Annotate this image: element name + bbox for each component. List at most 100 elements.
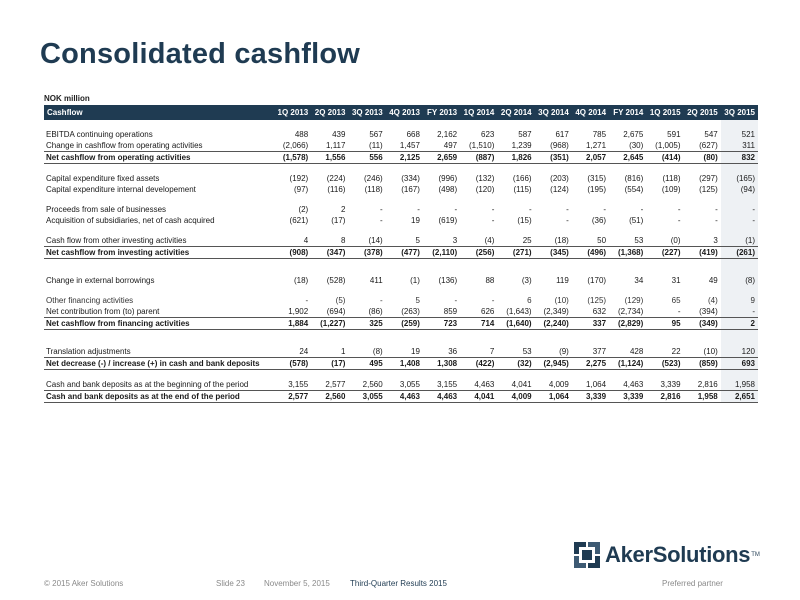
table-row-label: Net contribution from (to) parent — [46, 307, 160, 316]
table-cell: (132) — [475, 174, 495, 183]
table-cell: 377 — [592, 347, 607, 356]
row-spacer — [497, 286, 534, 295]
table-cell: 1,556 — [311, 151, 349, 164]
row-spacer — [609, 370, 646, 379]
table-cell: 521 — [720, 129, 758, 140]
table-cell: 119 — [556, 276, 569, 285]
table-cell: 8 — [341, 236, 346, 245]
row-spacer — [684, 370, 721, 379]
table-cell: 3,339 — [660, 380, 681, 389]
table-cell: (17) — [311, 357, 349, 370]
table-cell: 1,408 — [385, 357, 423, 370]
table-cell: (118) — [364, 185, 383, 194]
footer-tagline: Preferred partner — [662, 579, 723, 588]
table-cell: 2,645 — [609, 151, 647, 164]
table-cell: (2) — [298, 205, 309, 214]
table-cell: 1,064 — [586, 380, 607, 389]
row-spacer — [609, 226, 646, 235]
table-cell: (4) — [707, 296, 718, 305]
table-cell: (523) — [646, 357, 684, 370]
row-spacer — [684, 164, 721, 173]
table-cell: (4) — [484, 236, 495, 245]
table-cell: (17) — [331, 216, 346, 225]
row-spacer — [609, 195, 646, 204]
table-cell: 4 — [303, 236, 309, 245]
table-cell: 1,826 — [497, 151, 535, 164]
row-spacer — [497, 259, 534, 275]
table-cell: (129) — [624, 296, 644, 305]
table-cell: 859 — [443, 307, 458, 316]
table-cell: (345) — [534, 246, 572, 259]
table-cell: 2 — [341, 205, 346, 214]
table-cell: - — [566, 216, 569, 225]
table-cell: 19 — [411, 216, 420, 225]
row-spacer — [386, 259, 423, 275]
row-spacer — [720, 370, 758, 379]
table-header-cell: FY 2014 — [609, 105, 647, 120]
table-cell: 53 — [634, 236, 644, 245]
row-spacer — [460, 164, 497, 173]
table-cell: 723 — [422, 317, 461, 330]
table-cell: (2,734) — [617, 307, 644, 316]
row-spacer — [572, 226, 609, 235]
footer-presentation-title: Third-Quarter Results 2015 — [350, 579, 447, 588]
table-cell: (908) — [274, 246, 312, 259]
table-cell: (2,110) — [422, 246, 461, 259]
table-cell: 19 — [411, 347, 420, 356]
row-spacer — [497, 370, 534, 379]
table-cell: (116) — [327, 185, 346, 194]
row-spacer — [720, 164, 758, 173]
table-cell: 311 — [720, 140, 758, 151]
table-cell: (192) — [289, 174, 309, 183]
table-cell: 5 — [415, 236, 420, 245]
row-spacer — [535, 330, 572, 346]
table-header-cell: 1Q 2015 — [646, 105, 684, 120]
table-cell: (263) — [401, 307, 420, 316]
logo-trademark: TM — [751, 552, 760, 558]
table-cell: 1,958 — [683, 390, 721, 403]
row-spacer — [44, 259, 274, 275]
table-cell: 617 — [555, 130, 569, 139]
table-cell: 4,009 — [497, 390, 535, 403]
table-cell: 623 — [481, 130, 495, 139]
table-cell: - — [720, 306, 758, 317]
row-spacer — [720, 195, 758, 204]
table-cell: (8) — [720, 275, 758, 286]
table-cell: - — [305, 296, 309, 305]
row-spacer — [274, 195, 311, 204]
table-cell: (11) — [369, 141, 383, 150]
table-cell: - — [417, 205, 420, 214]
row-spacer — [423, 226, 460, 235]
row-spacer — [274, 370, 311, 379]
table-cell: 120 — [720, 346, 758, 357]
table-cell: - — [715, 216, 718, 225]
table-cell: (125) — [587, 296, 607, 305]
table-cell: 587 — [518, 130, 532, 139]
row-spacer — [311, 195, 348, 204]
table-cell: 5 — [415, 296, 420, 305]
table-cell: 497 — [443, 141, 458, 150]
table-cell: - — [603, 205, 607, 214]
table-cell: (2,829) — [609, 317, 647, 330]
table-cell: - — [380, 205, 383, 214]
table-cell: 556 — [348, 151, 386, 164]
table-header-cell: 3Q 2014 — [534, 105, 572, 120]
table-row-label: Acquisition of subsidiaries, net of cash… — [46, 216, 215, 225]
table-cell: (9) — [559, 347, 569, 356]
table-cell: 1,064 — [534, 390, 572, 403]
table-cell: 2,560 — [311, 390, 349, 403]
table-cell: (859) — [683, 357, 721, 370]
table-cell: (351) — [534, 151, 572, 164]
table-cell: 2,577 — [274, 390, 312, 403]
table-cell: (578) — [274, 357, 312, 370]
table-cell: (627) — [699, 141, 718, 150]
row-spacer — [274, 226, 311, 235]
row-spacer — [423, 259, 460, 275]
table-cell: - — [720, 215, 758, 226]
table-cell: 24 — [299, 347, 309, 356]
table-cell: (5) — [335, 296, 346, 305]
table-cell: 50 — [597, 236, 607, 245]
table-cell: (227) — [646, 246, 684, 259]
table-cell: - — [715, 205, 718, 214]
row-spacer — [423, 286, 460, 295]
